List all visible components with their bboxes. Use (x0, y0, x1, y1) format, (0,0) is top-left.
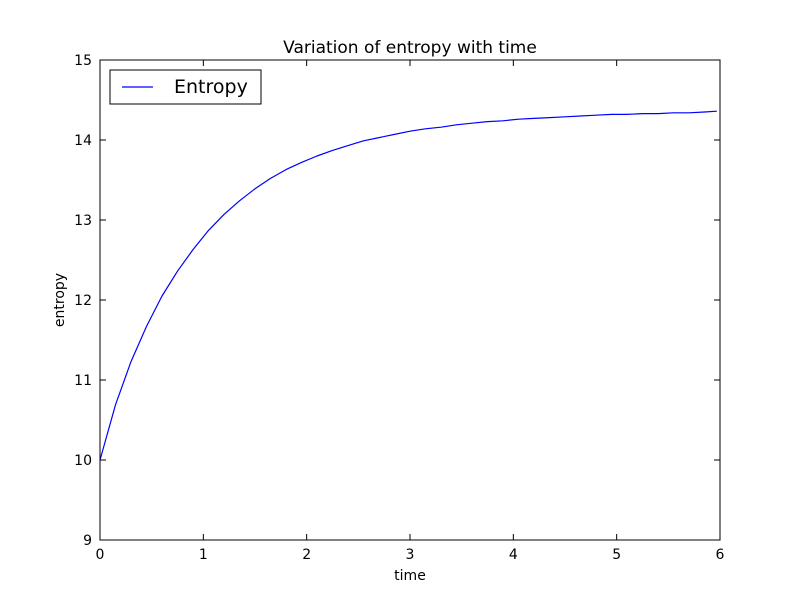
y-tick-label: 14 (74, 133, 92, 149)
legend-entry-label: Entropy (174, 76, 248, 98)
x-tick-label: 2 (302, 547, 311, 563)
y-axis-label: entropy (52, 273, 68, 327)
x-tick-label: 5 (612, 547, 621, 563)
x-tick-label: 0 (96, 547, 105, 563)
x-tick-label: 3 (406, 547, 415, 563)
x-tick-label: 1 (199, 547, 208, 563)
x-tick-label: 6 (716, 547, 725, 563)
plot-frame (99, 59, 721, 541)
y-tick-label: 10 (74, 453, 92, 469)
x-tick-label: 4 (509, 547, 518, 563)
y-tick-label: 11 (74, 373, 92, 389)
y-tick-label: 15 (74, 53, 92, 69)
series-layer (99, 110, 717, 461)
legend: Entropy (109, 69, 262, 105)
series-line-entropy (99, 110, 717, 461)
y-tick-label: 12 (74, 293, 92, 309)
y-tick-label: 13 (74, 213, 92, 229)
chart-title: Variation of entropy with time (283, 38, 537, 58)
x-axis-label: time (394, 568, 426, 584)
y-tick-label: 9 (83, 533, 92, 549)
